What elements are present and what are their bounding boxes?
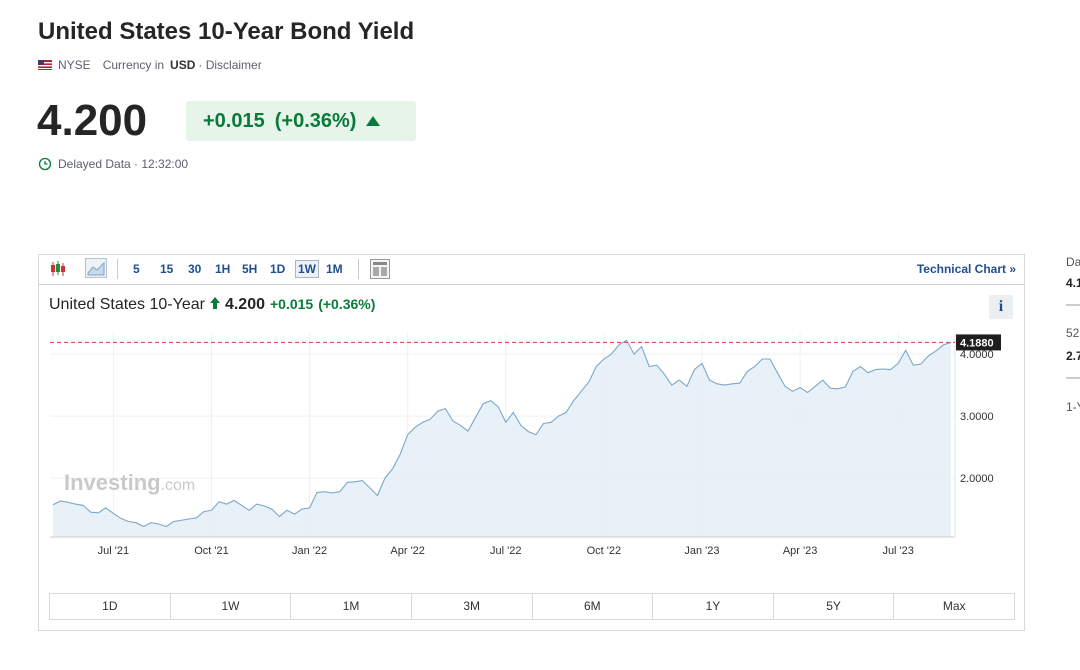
x-tick-label: Jul '22 [490,545,521,557]
line [52,339,952,528]
change-box: +0.015 (+0.36%) [186,101,416,141]
range-button[interactable]: 1M [290,594,411,619]
watermark: Investing.com [64,470,195,495]
sidebar-rule [1066,304,1080,306]
currency: USD [170,58,196,72]
instrument-change: +0.015 [270,296,314,312]
exchange: NYSE [58,58,91,72]
change: +0.015 [203,109,265,132]
price: 4.200 [37,96,148,145]
separator [117,259,118,279]
range-button[interactable]: 6M [531,594,653,619]
interval-button[interactable]: 1H [215,262,231,276]
sidebar-text: 2.7 [1066,349,1080,363]
sidebar-text: 52 [1066,326,1080,340]
range-button[interactable]: 1D [102,599,118,613]
watermark-part: .com [161,477,196,494]
up-arrow [366,116,381,126]
separator [358,259,359,279]
disclaimer[interactable]: · Disclaimer [198,58,262,72]
x-tick-label: Jan '22 [292,545,327,557]
interval-button[interactable]: 30 [188,262,202,276]
range-button[interactable]: 5Y [772,594,894,619]
change-pct: (+0.36%) [274,109,357,132]
range-button[interactable]: Max [893,594,1014,619]
y-tick-label: 3.0000 [960,411,994,423]
y-tick-label: 2.0000 [960,473,994,485]
x-tick-label: Oct '22 [587,545,622,557]
area-icon[interactable] [85,258,107,278]
interval-button[interactable]: 5H [242,262,258,276]
current-value-badge [956,334,1001,351]
range-bar: 1D 1W 1M 3M 6M 1Y 5Y Max [49,593,1015,620]
meta-row: NYSE Currency in USD · Disclaimer [38,58,262,72]
clock-icon [38,157,52,171]
currency-prefix: Currency in [102,58,165,72]
current-value-label: 4.1880 [960,337,994,349]
interval-button[interactable]: 15 [160,262,174,276]
us-flag [38,60,52,70]
chart-toolbar: Technical Chart » 5 15 30 1H 5H 1D 1W 1M [39,255,1024,285]
x-tick-label: Apr '23 [783,545,818,557]
sidebar-rule [1066,377,1080,379]
candles-icon[interactable] [49,260,67,278]
sidebar-text: 4.1 [1066,276,1080,290]
instrument-change-pct: (+0.36%) [318,296,376,312]
instrument-price: 4.200 [224,296,265,313]
interval-button[interactable]: 5 [133,262,140,276]
interval-button[interactable]: 1W [295,260,319,278]
y-tick-label: 4.0000 [960,349,994,361]
area [53,340,951,537]
status: Delayed Data · 12:32:00 [58,157,189,171]
layout-icon[interactable] [370,259,390,279]
chart-frame [38,254,1025,631]
up-arrow [209,297,220,309]
sidebar-text: Da [1066,255,1080,269]
instrument-name: United States 10-Year [49,296,205,313]
interval-button[interactable]: 1D [270,262,286,276]
technical-chart-link[interactable]: Technical Chart » [916,262,1016,276]
x-tick-label: Jan '23 [684,545,719,557]
x-tick-label: Apr '22 [390,545,425,557]
x-tick-label: Jul '21 [98,545,129,557]
watermark-part: Investing [64,470,161,495]
x-tick-label: Jul '23 [882,545,913,557]
info-button[interactable]: i [989,295,1013,319]
range-button[interactable]: 1Y [652,594,773,619]
x-tick-label: Oct '21 [194,545,229,557]
status-row: Delayed Data · 12:32:00 [38,157,188,171]
range-button[interactable]: 1W [169,594,291,619]
sidebar-text: 1-Y [1066,400,1080,414]
range-button[interactable]: 3M [410,594,532,619]
page-title: United States 10-Year Bond Yield [38,18,415,45]
interval-button[interactable]: 1M [326,262,343,276]
chart-header: United States 10-Year 4.200 +0.015 (+0.3… [49,296,375,314]
